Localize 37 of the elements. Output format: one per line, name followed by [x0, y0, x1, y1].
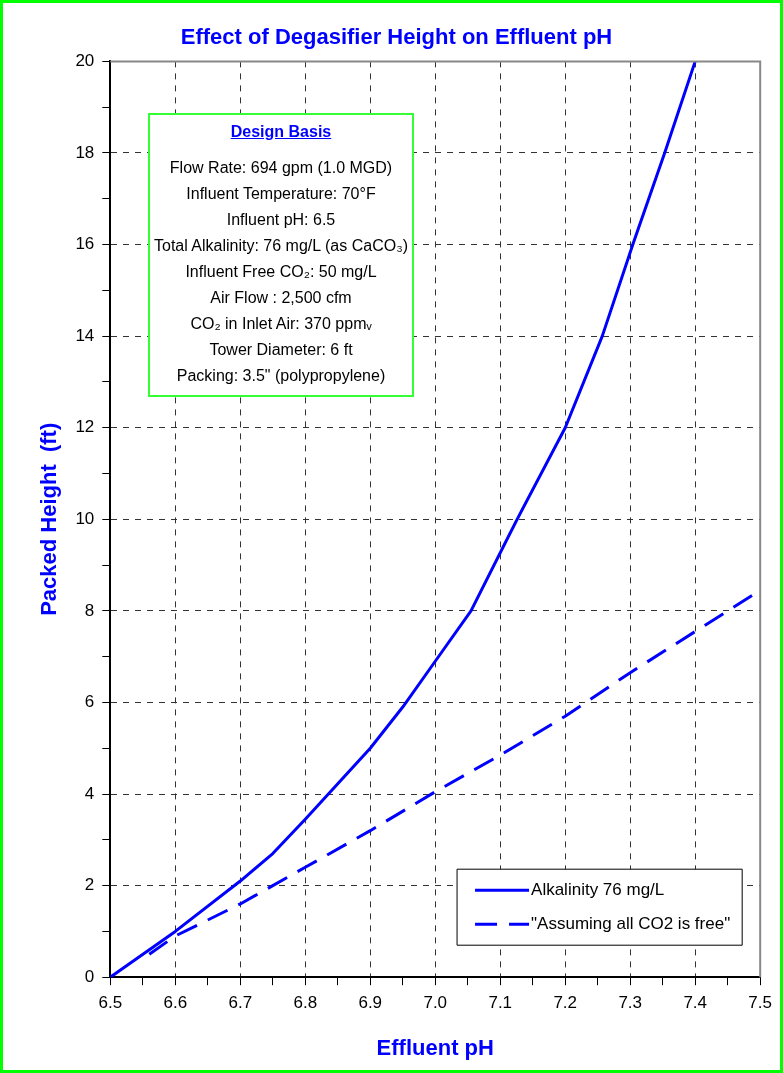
y-tick-label: 20: [75, 51, 95, 71]
x-tick-label: 7.5: [748, 993, 772, 1013]
annotation: Influent Temperature: 70°F: [185, 184, 377, 204]
x-axis-title: Effluent pH: [376, 1034, 494, 1060]
y-tick-label: 12: [75, 417, 95, 437]
annotation: Total Alkalinity: 76 mg/L (as CaCO₃): [153, 236, 409, 256]
x-tick-label: 6.7: [228, 993, 253, 1013]
annotation: Influent Free CO₂: 50 mg/L: [184, 262, 378, 282]
y-tick-label: 8: [84, 600, 95, 620]
x-tick-label: 6.8: [293, 993, 318, 1013]
legend-label: Alkalinity 76 mg/L: [531, 879, 665, 899]
annotation: Design Basis: [229, 122, 333, 142]
x-tick-label: 7.2: [553, 993, 578, 1013]
annotation: Air Flow : 2,500 cfm: [209, 288, 353, 308]
x-tick-label: 6.6: [163, 993, 188, 1013]
y-tick-label: 18: [75, 142, 95, 162]
legend-label: "Assuming all CO2 is free": [531, 913, 731, 933]
x-tick-label: 7.4: [683, 993, 708, 1013]
y-axis-title: Packed Height (ft): [36, 422, 62, 616]
annotation: Tower Diameter: 6 ft: [208, 340, 354, 360]
y-tick-label: 6: [84, 692, 95, 712]
x-tick-label: 7.0: [423, 993, 448, 1013]
y-tick-label: 4: [84, 783, 95, 803]
annotation: Influent pH: 6.5: [225, 210, 337, 230]
y-tick-label: 16: [75, 234, 95, 254]
y-tick-label: 10: [75, 508, 95, 528]
annotation: Flow Rate: 694 gpm (1.0 MGD): [168, 158, 394, 178]
x-tick-label: 7.1: [488, 993, 513, 1013]
annotation: CO₂ in Inlet Air: 370 ppmᵥ: [189, 314, 373, 334]
x-tick-label: 6.5: [98, 993, 123, 1013]
y-tick-label: 2: [84, 875, 95, 895]
y-tick-label: 14: [75, 325, 95, 345]
chart-title: Effect of Degasifier Height on Effluent pH: [180, 24, 613, 50]
x-tick-label: 6.9: [358, 993, 383, 1013]
annotation: Packing: 3.5" (polypropylene): [175, 366, 387, 386]
x-tick-label: 7.3: [618, 993, 643, 1013]
y-tick-label: 0: [84, 966, 95, 986]
